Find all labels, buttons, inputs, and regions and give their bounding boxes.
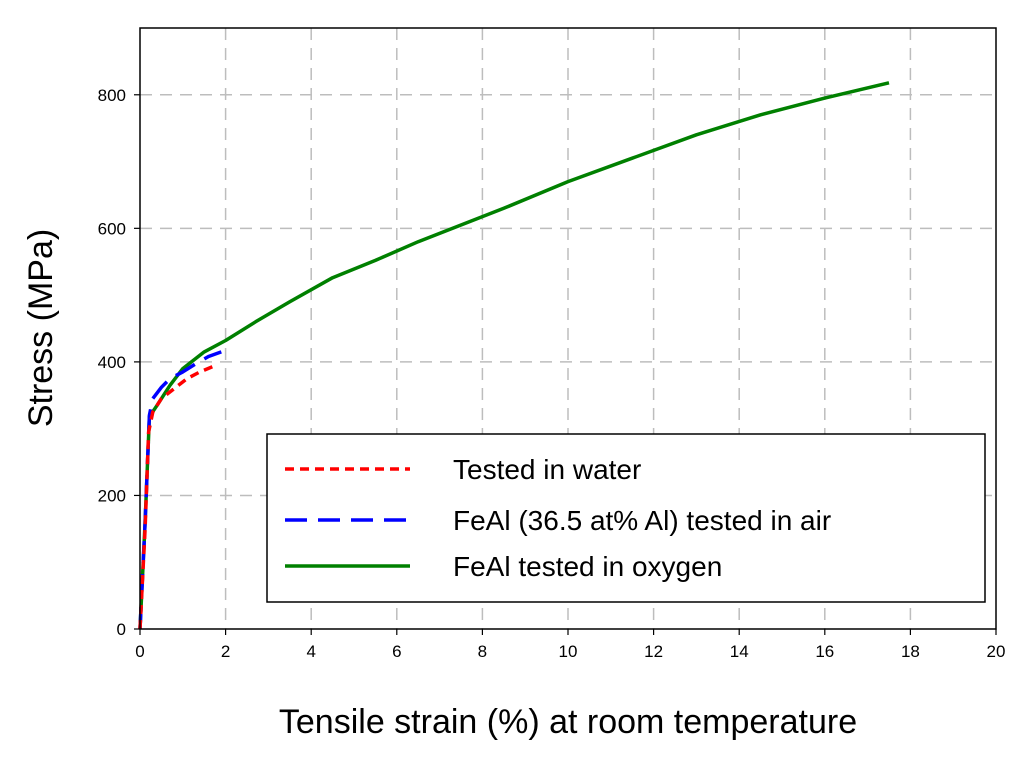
series-line-1	[138, 350, 222, 630]
y-axis-title: Stress (MPa)	[22, 229, 60, 427]
legend: Tested in water FeAl (36.5 at% Al) teste…	[266, 433, 986, 603]
x-tick-label: 20	[987, 642, 1006, 661]
x-tick-label: 18	[901, 642, 920, 661]
y-tick-label: 200	[98, 486, 126, 505]
x-tick-label: 6	[392, 642, 401, 661]
y-tick-label: 400	[98, 353, 126, 372]
legend-label-oxygen: FeAl tested in oxygen	[453, 551, 722, 582]
x-tick-label: 8	[478, 642, 487, 661]
grid-lines	[140, 28, 996, 629]
legend-box	[266, 433, 986, 603]
y-tick-label: 0	[117, 620, 126, 639]
y-tick-label: 600	[98, 219, 126, 238]
x-tick-label: 2	[221, 642, 230, 661]
x-tick-label: 0	[135, 642, 144, 661]
x-tick-label: 14	[730, 642, 749, 661]
y-tick-label: 800	[98, 86, 126, 105]
x-tick-label: 16	[815, 642, 834, 661]
legend-label-air: FeAl (36.5 at% Al) tested in air	[453, 505, 831, 536]
series-layer	[138, 81, 890, 630]
series-line-0	[138, 364, 214, 630]
x-axis-title: Tensile strain (%) at room temperature	[279, 703, 857, 741]
x-tick-label: 4	[306, 642, 315, 661]
x-tick-label: 10	[559, 642, 578, 661]
legend-label-water: Tested in water	[453, 454, 641, 485]
x-tick-label: 12	[644, 642, 663, 661]
